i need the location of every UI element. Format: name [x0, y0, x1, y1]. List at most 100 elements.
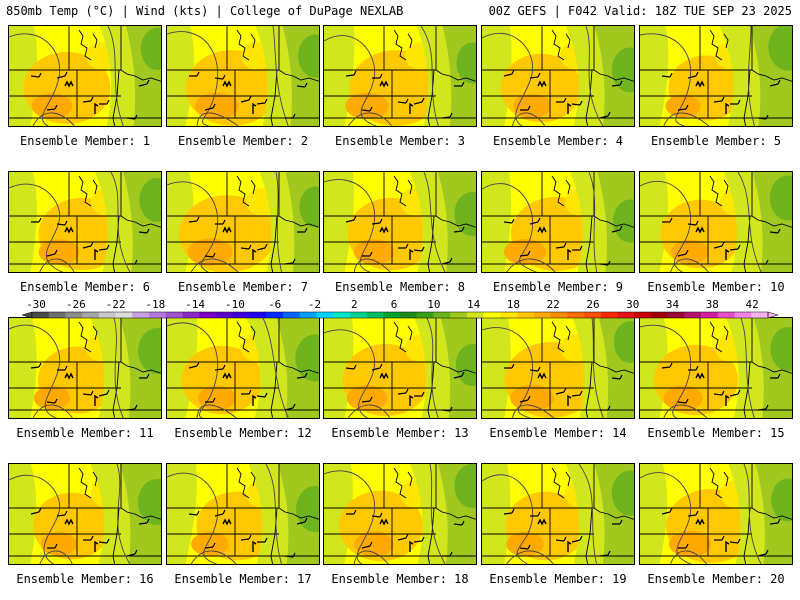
colorbar-swatch [416, 312, 434, 318]
colorbar-tick-label: 42 [745, 298, 758, 311]
ensemble-member-map [166, 171, 320, 273]
ensemble-member-label: Ensemble Member: 14 [489, 426, 627, 440]
ensemble-member-map [639, 25, 793, 127]
colorbar-swatch [617, 312, 635, 318]
colorbar-swatch [132, 312, 150, 318]
ensemble-member-map [8, 317, 162, 419]
run-valid-time: 00Z GEFS | F042 Valid: 18Z TUE SEP 23 20… [488, 4, 792, 18]
ensemble-member-label: Ensemble Member: 3 [334, 134, 466, 148]
ensemble-member-label: Ensemble Member: 7 [177, 280, 309, 294]
temperature-field-map [9, 318, 161, 418]
colorbar-swatch [650, 312, 668, 318]
colorbar-tick-label: 6 [391, 298, 398, 311]
colorbar-swatch [517, 312, 535, 318]
colorbar-swatch [450, 312, 468, 318]
colorbar-swatch [149, 312, 167, 318]
colorbar-swatch [232, 312, 250, 318]
ensemble-member-label: Ensemble Member: 5 [650, 134, 782, 148]
colorbar-tick-label: -2 [308, 298, 321, 311]
temperature-field-map [9, 172, 161, 272]
colorbar-swatch [282, 312, 300, 318]
colorbar-swatch [717, 312, 735, 318]
colorbar-swatch [567, 312, 585, 318]
ensemble-member-label: Ensemble Member: 19 [489, 572, 627, 586]
ensemble-member-label: Ensemble Member: 9 [492, 280, 624, 294]
colorbar-tick-label: -26 [66, 298, 86, 311]
temperature-field-map [167, 26, 319, 126]
colorbar-swatch [433, 312, 451, 318]
colorbar-tick-label: -14 [185, 298, 205, 311]
temperature-colorbar: -30 -26 -22 -18 -14 -10 -6 -2 2 6 10 14 18 22 26 30 34 38… [21, 298, 779, 319]
colorbar-swatch [182, 312, 200, 318]
ensemble-member-map [8, 171, 162, 273]
colorbar-tick-label: -6 [268, 298, 281, 311]
colorbar-tick-label: -10 [225, 298, 245, 311]
colorbar-tick-label: 2 [351, 298, 358, 311]
ensemble-member-label: Ensemble Member: 20 [647, 572, 785, 586]
ensemble-member-map [166, 317, 320, 419]
colorbar-high-arrow [767, 311, 779, 319]
ensemble-member-label: Ensemble Member: 15 [647, 426, 785, 440]
chart-title: 850mb Temp (°C) | Wind (kts) | College o… [6, 4, 404, 18]
ensemble-member-map [323, 171, 477, 273]
ensemble-member-map [323, 25, 477, 127]
colorbar-swatch [316, 312, 334, 318]
colorbar-swatch [32, 312, 50, 318]
temperature-field-map [167, 172, 319, 272]
colorbar-swatch [466, 312, 484, 318]
ensemble-member-label: Ensemble Member: 4 [492, 134, 624, 148]
ensemble-member-map [323, 317, 477, 419]
colorbar-swatch [48, 312, 66, 318]
ensemble-member-label: Ensemble Member: 16 [16, 572, 154, 586]
ensemble-member-label: Ensemble Member: 1 [19, 134, 151, 148]
colorbar-swatch [634, 312, 652, 318]
ensemble-member-label: Ensemble Member: 12 [174, 426, 312, 440]
ensemble-member-label: Ensemble Member: 6 [19, 280, 151, 294]
colorbar-tick-label: 22 [547, 298, 560, 311]
colorbar-low-arrow [21, 311, 33, 319]
colorbar-swatch [249, 312, 267, 318]
temperature-field-map [482, 26, 634, 126]
colorbar-swatch [400, 312, 418, 318]
ensemble-member-map [639, 317, 793, 419]
colorbar-swatch [550, 312, 568, 318]
temperature-field-map [482, 172, 634, 272]
temperature-field-map [9, 464, 161, 564]
temperature-field-map [167, 464, 319, 564]
colorbar-swatch [333, 312, 351, 318]
ensemble-member-label: Ensemble Member: 13 [331, 426, 469, 440]
temperature-field-map [640, 172, 792, 272]
colorbar-tick-label: 10 [427, 298, 440, 311]
colorbar-swatch [266, 312, 284, 318]
ensemble-member-label: Ensemble Member: 11 [16, 426, 154, 440]
colorbar-tick-label: -18 [145, 298, 165, 311]
ensemble-member-map [481, 25, 635, 127]
colorbar-swatch [216, 312, 234, 318]
ensemble-member-map [639, 171, 793, 273]
temperature-field-map [640, 464, 792, 564]
colorbar-swatch [199, 312, 217, 318]
colorbar-swatch [299, 312, 317, 318]
colorbar-tick-label: -22 [106, 298, 126, 311]
colorbar-swatch [500, 312, 518, 318]
colorbar-swatch [98, 312, 116, 318]
colorbar-tick-label: -30 [26, 298, 46, 311]
temperature-field-map [640, 26, 792, 126]
ensemble-member-map [166, 25, 320, 127]
ensemble-member-label: Ensemble Member: 10 [647, 280, 785, 294]
colorbar-swatch [165, 312, 183, 318]
ensemble-member-label: Ensemble Member: 18 [331, 572, 469, 586]
colorbar-tick-label: 30 [626, 298, 639, 311]
colorbar-swatch [366, 312, 384, 318]
colorbar-swatch [701, 312, 719, 318]
ensemble-member-map [8, 463, 162, 565]
colorbar-tick-label: 18 [507, 298, 520, 311]
ensemble-member-map [481, 463, 635, 565]
colorbar-swatch [751, 312, 769, 318]
ensemble-member-label: Ensemble Member: 2 [177, 134, 309, 148]
colorbar-tick-label: 14 [467, 298, 481, 311]
colorbar-tick-label: 26 [586, 298, 599, 311]
colorbar-tick-label: 34 [666, 298, 680, 311]
colorbar-swatch [483, 312, 501, 318]
temperature-field-map [167, 318, 319, 418]
